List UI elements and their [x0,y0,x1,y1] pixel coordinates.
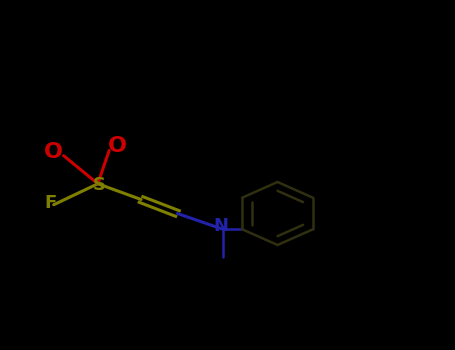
Text: O: O [44,142,63,162]
Text: N: N [214,217,228,236]
Text: F: F [44,194,56,212]
Text: S: S [93,176,106,195]
Text: O: O [108,136,127,156]
